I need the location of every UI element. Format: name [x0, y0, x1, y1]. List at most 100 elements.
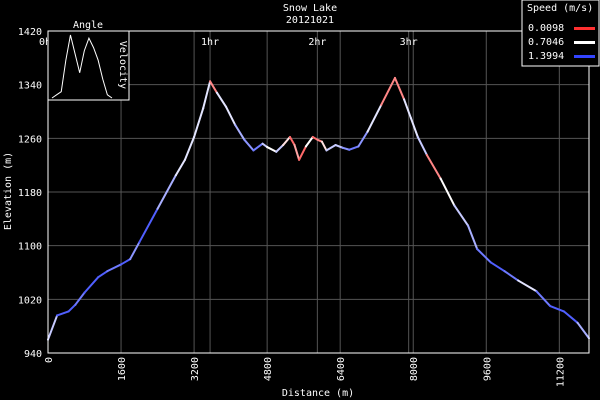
profile-segment	[503, 270, 520, 282]
profile-segment	[453, 204, 470, 227]
elevation-line	[47, 76, 590, 341]
profile-point	[234, 123, 237, 126]
profile-point	[467, 224, 470, 227]
x-tick-label: 4800	[263, 357, 274, 381]
chart-subtitle: 20121021	[286, 15, 334, 26]
profile-segment	[97, 270, 109, 279]
profile-point	[67, 310, 70, 313]
profile-segment	[67, 303, 77, 313]
profile-segment	[357, 130, 369, 148]
profile-point	[409, 117, 412, 120]
profile-point	[266, 146, 269, 149]
profile-segment	[156, 174, 177, 210]
profile-point	[56, 314, 59, 317]
profile-point	[275, 150, 278, 153]
inset-velocity-label: Velocity	[117, 41, 128, 89]
profile-segment	[425, 154, 442, 180]
profile-segment	[275, 144, 285, 153]
profile-point	[325, 149, 328, 152]
profile-point	[535, 290, 538, 293]
tick-labels: 0 1600 3200 4800 6400 8000 9600 11200 940 1020 110…	[18, 27, 566, 387]
profile-point	[129, 258, 132, 261]
profile-segment	[288, 135, 296, 147]
y-tick-label: 1020	[18, 295, 42, 306]
profile-point	[193, 135, 196, 138]
profile-segment	[202, 80, 212, 110]
profile-segment	[47, 314, 59, 341]
speed-legend: Speed (m/s) 0.0098 0.7046 1.3994	[521, 0, 600, 67]
profile-point	[282, 144, 285, 147]
x-tick-label: 0	[44, 357, 55, 363]
profile-point	[357, 145, 360, 148]
profile-segment	[120, 258, 132, 266]
profile-segment	[83, 276, 100, 294]
profile-segment	[439, 177, 456, 207]
profile-point	[476, 248, 479, 251]
profile-point	[549, 305, 552, 308]
profile-segment	[304, 135, 314, 148]
profile-segment	[225, 105, 237, 126]
profile-point	[183, 158, 186, 161]
profile-point	[453, 204, 456, 207]
y-tick-label: 1420	[18, 27, 42, 38]
profile-segment	[298, 145, 307, 161]
profile-segment	[341, 146, 351, 151]
profile-segment	[183, 135, 196, 161]
profile-segment	[366, 103, 383, 133]
profile-point	[83, 291, 86, 294]
profile-segment	[562, 310, 579, 324]
y-tick-label: 1180	[18, 188, 42, 199]
time-tick-label: 3hr	[400, 37, 418, 48]
profile-segment	[243, 138, 255, 152]
profile-segment	[138, 207, 159, 244]
profile-segment	[320, 140, 328, 152]
x-tick-label: 6400	[336, 357, 347, 381]
profile-segment	[209, 80, 218, 94]
profile-point	[106, 270, 109, 273]
profile-point	[252, 149, 255, 152]
profile-point	[74, 303, 77, 306]
profile-point	[120, 263, 123, 266]
y-tick-label: 1260	[18, 134, 42, 145]
time-tick-label: 2hr	[308, 37, 326, 48]
y-tick-label: 1340	[18, 81, 42, 92]
x-axis-label: Distance (m)	[282, 388, 354, 399]
profile-point	[174, 174, 177, 177]
profile-segment	[535, 290, 552, 308]
profile-point	[341, 146, 344, 149]
chart-title: Snow Lake	[283, 3, 337, 14]
legend-swatch-high	[574, 55, 595, 58]
y-tick-label: 940	[24, 349, 42, 360]
profile-segment	[282, 135, 291, 147]
inset-frame	[47, 30, 130, 101]
legend-label-mid: 0.7046	[528, 37, 564, 48]
profile-point	[320, 140, 323, 143]
x-tick-label: 11200	[555, 357, 566, 387]
x-tick-label: 9600	[482, 357, 493, 381]
legend-swatch-mid	[574, 41, 595, 44]
profile-point	[348, 148, 351, 151]
profile-point	[304, 145, 307, 148]
profile-segment	[252, 142, 264, 152]
time-tick-label: 1hr	[201, 37, 219, 48]
legend-swatch-low	[574, 27, 595, 30]
profile-segment	[489, 261, 506, 273]
profile-point	[215, 91, 218, 94]
profile-point	[334, 144, 337, 147]
y-tick-label: 1100	[18, 242, 42, 253]
legend-label-high: 1.3994	[528, 51, 564, 62]
profile-point	[439, 177, 442, 180]
profile-segment	[380, 76, 396, 106]
profile-segment	[129, 241, 141, 261]
profile-point	[97, 276, 100, 279]
profile-point	[288, 135, 291, 138]
profile-point	[562, 310, 565, 313]
profile-segment	[74, 291, 86, 306]
profile-point	[503, 270, 506, 273]
inset-curve	[51, 34, 113, 99]
x-tick-label: 1600	[117, 357, 128, 381]
profile-point	[366, 130, 369, 133]
profile-point	[380, 103, 383, 106]
profile-segment	[293, 144, 301, 161]
